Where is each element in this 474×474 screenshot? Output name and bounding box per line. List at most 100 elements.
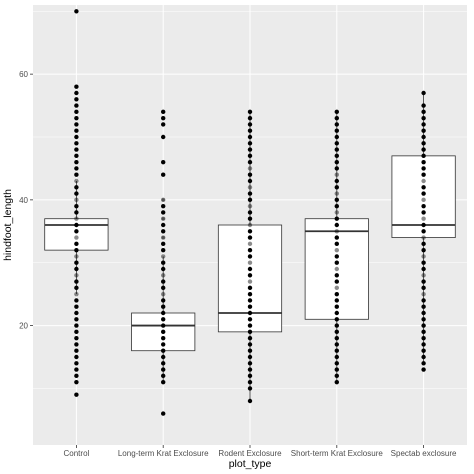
data-point: [74, 235, 79, 240]
data-point: [334, 285, 339, 291]
data-point: [74, 172, 79, 177]
data-point: [161, 266, 166, 272]
data-point: [247, 285, 253, 291]
data-point: [74, 178, 79, 184]
outlier-point: [161, 198, 165, 202]
data-point: [74, 279, 79, 284]
data-point: [74, 9, 79, 14]
data-point: [247, 367, 253, 372]
data-point: [74, 304, 79, 309]
data-point: [421, 185, 426, 190]
data-point: [421, 317, 426, 322]
data-point: [334, 147, 339, 152]
data-point: [74, 266, 79, 272]
data-point: [247, 166, 253, 171]
box: [217, 224, 283, 333]
data-point: [334, 172, 339, 177]
data-point: [421, 210, 426, 215]
data-point: [161, 367, 166, 372]
data-point: [334, 323, 339, 328]
data-point: [74, 323, 79, 328]
data-point: [247, 354, 253, 360]
data-point: [161, 254, 166, 259]
data-point: [247, 342, 253, 347]
data-point: [74, 109, 79, 115]
data-point: [334, 361, 339, 366]
data-point: [247, 128, 253, 133]
data-point: [334, 266, 339, 272]
data-point: [247, 379, 253, 385]
data-point: [334, 235, 339, 240]
data-point: [421, 323, 426, 328]
data-point: [334, 254, 339, 259]
data-point: [74, 298, 79, 303]
data-point: [161, 354, 166, 360]
data-point: [161, 411, 166, 416]
x-tick-label: Control: [64, 449, 90, 458]
data-point: [161, 348, 166, 353]
data-point: [421, 247, 426, 253]
data-point: [421, 222, 426, 228]
data-point: [74, 392, 79, 397]
data-point: [74, 354, 79, 360]
data-point: [334, 153, 339, 159]
data-point: [247, 386, 253, 391]
data-point: [334, 348, 339, 353]
data-point: [421, 134, 426, 140]
data-point: [247, 178, 253, 184]
data-point: [247, 260, 253, 265]
data-point: [74, 361, 79, 366]
data-point: [247, 373, 253, 379]
data-point: [74, 379, 79, 385]
data-point: [247, 185, 253, 190]
data-point: [74, 141, 79, 146]
data-point: [421, 115, 426, 121]
data-point: [161, 342, 166, 347]
data-point: [421, 229, 426, 234]
data-point: [334, 291, 339, 297]
data-point: [161, 361, 166, 366]
y-tick-label: 20: [19, 322, 28, 331]
data-point: [161, 291, 166, 297]
data-point: [247, 266, 253, 272]
data-point: [247, 298, 253, 303]
y-tick-label: 60: [19, 70, 28, 79]
data-point: [247, 335, 253, 341]
data-point: [74, 191, 79, 196]
data-point: [74, 273, 79, 278]
x-axis: Control Long-term Krat Exclosure Rodent Ex…: [64, 445, 457, 458]
data-point: [334, 329, 339, 335]
data-point: [421, 361, 426, 366]
data-point: [161, 279, 166, 284]
y-axis: 20 40 60: [19, 70, 33, 331]
data-point: [421, 335, 426, 341]
data-point: [74, 159, 79, 165]
data-point: [74, 241, 79, 247]
data-point: [421, 273, 426, 278]
data-point: [247, 279, 253, 284]
data-point: [421, 159, 426, 165]
data-point: [334, 166, 339, 171]
data-point: [74, 367, 79, 372]
data-point: [421, 191, 426, 196]
data-point: [421, 141, 426, 146]
data-point: [334, 273, 339, 278]
data-point: [247, 134, 253, 140]
data-point: [247, 398, 253, 404]
data-point: [161, 109, 166, 115]
data-point: [74, 203, 79, 209]
data-point: [247, 159, 253, 165]
data-point: [161, 229, 166, 234]
outlier-point: [161, 217, 165, 221]
data-point: [247, 122, 253, 127]
data-point: [334, 279, 339, 284]
data-point: [334, 134, 339, 140]
data-point: [334, 373, 339, 379]
data-point: [161, 203, 166, 209]
data-point: [74, 166, 79, 171]
data-point: [247, 247, 253, 253]
data-point: [421, 285, 426, 291]
data-point: [161, 317, 166, 322]
data-point: [161, 379, 166, 385]
data-point: [421, 266, 426, 272]
